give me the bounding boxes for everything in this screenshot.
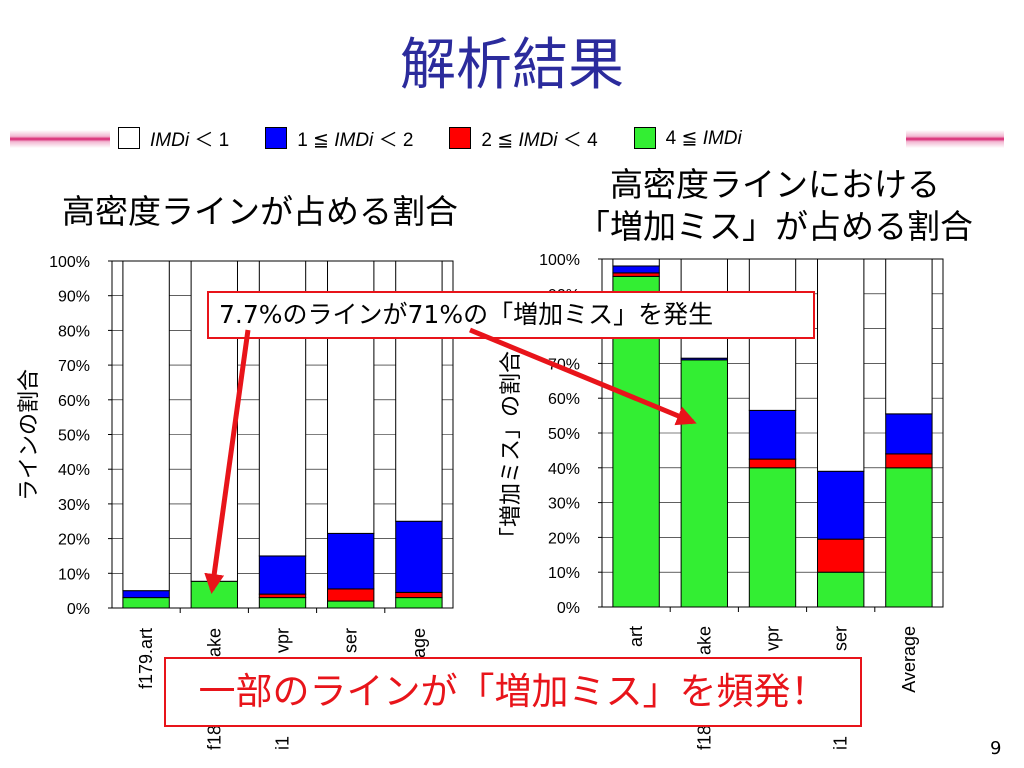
bar-segment xyxy=(885,413,933,455)
y-tick-label: 20% xyxy=(548,530,580,547)
bar-segment xyxy=(258,555,307,595)
legend-swatch xyxy=(449,127,472,149)
y-tick-label: 100% xyxy=(539,252,580,269)
bar-segment xyxy=(748,467,797,608)
y-tick-label: 50% xyxy=(548,426,580,443)
callout-arrow xyxy=(204,329,251,594)
legend-swatch xyxy=(118,127,140,149)
legend-label: 4 ≦ IMDi xyxy=(665,127,742,149)
y-tick-label: 100% xyxy=(49,254,90,271)
bar-segment xyxy=(612,258,660,267)
bar-segment xyxy=(748,409,797,460)
y-tick-label: 70% xyxy=(548,356,580,373)
category-label: ser xyxy=(831,626,851,651)
right-chart-title-line1: 高密度ラインにおける xyxy=(610,165,940,204)
category-label: ake xyxy=(694,626,714,655)
y-tick-label: 10% xyxy=(58,566,90,583)
legend-label: 1 ≦ IMDi ＜ 2 xyxy=(297,129,414,151)
left-chart-title: 高密度ラインが占める割合 xyxy=(62,192,458,231)
y-tick-label: 20% xyxy=(58,532,90,549)
y-tick-label: 0% xyxy=(67,601,90,618)
y-axis-label: 「増加ミス」の割合 xyxy=(499,351,524,549)
category-label: Average xyxy=(899,626,919,693)
slide-title: 解析結果 xyxy=(400,33,624,98)
bar-segment xyxy=(122,260,170,592)
legend-label: 2 ≦ IMDi ＜ 4 xyxy=(481,129,598,151)
y-tick-label: 30% xyxy=(548,496,580,513)
category-label: vpr xyxy=(763,626,783,651)
category-label-prefix: f18 xyxy=(694,725,714,750)
legend-item: 4 ≦ IMDi xyxy=(633,127,742,150)
category-label: age xyxy=(409,628,429,658)
y-tick-label: 40% xyxy=(548,461,580,478)
y-tick-label: 80% xyxy=(58,323,90,340)
legend: IMDi ＜ 1 1 ≦ IMDi ＜ 2 2 ≦ IMDi ＜ 4 4 ≦ I… xyxy=(118,124,742,152)
right-chart-title-line2: 「増加ミス」が占める割合 xyxy=(577,207,973,246)
y-tick-label: 60% xyxy=(548,391,580,408)
legend-item: 2 ≦ IMDi ＜ 4 xyxy=(449,125,598,152)
page-number: 9 xyxy=(990,738,1002,759)
legend-swatch xyxy=(265,127,288,149)
bar-segment xyxy=(817,571,865,608)
y-tick-label: 10% xyxy=(548,565,580,582)
y-tick-label: 70% xyxy=(58,358,90,375)
y-tick-label: 0% xyxy=(557,600,580,617)
y-tick-label: 90% xyxy=(58,289,90,306)
category-label-prefix: f18 xyxy=(204,725,224,750)
y-tick-label: 60% xyxy=(58,393,90,410)
bar-segment xyxy=(885,258,933,415)
bar-segment xyxy=(817,258,865,472)
legend-label: IMDi ＜ 1 xyxy=(150,129,230,151)
legend-item: 1 ≦ IMDi ＜ 2 xyxy=(265,125,413,152)
callout-box: 7.7%のラインが71%の「増加ミス」を発生 xyxy=(207,291,815,339)
bar-segment xyxy=(817,470,865,540)
category-label: art xyxy=(626,626,646,647)
category-label: f179.art xyxy=(136,628,156,689)
summary-box: 一部のラインが「増加ミス」を頻発！ xyxy=(164,657,862,727)
callout-arrow xyxy=(469,327,697,426)
bar-segment xyxy=(885,467,933,608)
category-label-prefix: i1 xyxy=(273,736,293,750)
category-label-prefix: i1 xyxy=(831,736,851,750)
category-label: ake xyxy=(204,628,224,657)
category-label: ser xyxy=(341,628,361,653)
legend-item: IMDi ＜ 1 xyxy=(118,125,229,152)
y-axis-label: ラインの割合 xyxy=(17,369,42,501)
y-tick-label: 40% xyxy=(58,462,90,479)
category-label: vpr xyxy=(273,628,293,653)
decorative-rule-left xyxy=(10,130,110,148)
bar-segment xyxy=(817,538,865,573)
legend-swatch xyxy=(633,127,656,149)
y-tick-label: 30% xyxy=(58,497,90,514)
decorative-rule-right xyxy=(906,130,1004,148)
y-tick-label: 50% xyxy=(58,428,90,445)
